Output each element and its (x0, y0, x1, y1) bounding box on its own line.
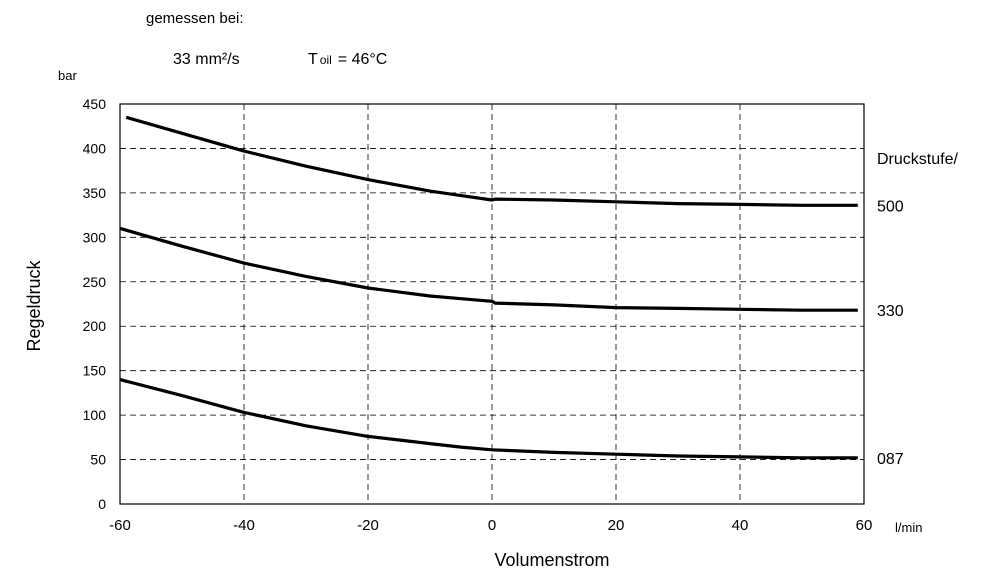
y-tick-label: 50 (90, 452, 106, 468)
x-tick-label: 20 (608, 517, 625, 534)
ticks: -60 -40 -20 0 20 40 60 0 50 100 150 200 250 300 350 400… (83, 96, 873, 534)
x-tick-label: -60 (109, 517, 131, 534)
temperature-symbol: T (308, 51, 318, 68)
x-tick-label: 60 (856, 517, 873, 534)
y-tick-label: 0 (98, 496, 106, 512)
series-line-500 (125, 115, 858, 207)
series-line-330 (119, 226, 858, 312)
series-line-087 (119, 378, 858, 460)
y-tick-label: 300 (83, 229, 107, 245)
legend-title: Druckstufe/ (877, 151, 958, 168)
y-tick-label: 250 (83, 274, 107, 290)
y-tick-label: 450 (83, 96, 107, 112)
y-tick-label: 400 (83, 140, 107, 156)
x-tick-label: -40 (233, 517, 255, 534)
temperature-subscript: oil (320, 53, 332, 67)
y-unit-label: bar (58, 68, 77, 83)
y-tick-label: 200 (83, 318, 107, 334)
plot-frame (119, 103, 865, 505)
temperature-value: = 46°C (338, 51, 388, 68)
x-tick-label: 40 (732, 517, 749, 534)
series-label-500: 500 (877, 198, 904, 215)
x-axis-title: Volumenstrom (494, 550, 609, 570)
y-tick-label: 100 (83, 407, 107, 423)
grid (120, 104, 864, 504)
y-axis-title: Regeldruck (24, 259, 44, 351)
y-tick-label: 150 (83, 363, 107, 379)
x-tick-label: 0 (488, 517, 496, 534)
series-labels: 500 330 087 (877, 198, 904, 467)
measured-at-label: gemessen bei: (146, 10, 244, 27)
x-tick-label: -20 (357, 517, 379, 534)
viscosity-label: 33 mm²/s (173, 51, 240, 68)
series-lines (119, 115, 858, 460)
series-label-330: 330 (877, 303, 904, 320)
series-label-087: 087 (877, 451, 904, 468)
x-unit-label: l/min (895, 520, 922, 535)
y-tick-label: 350 (83, 185, 107, 201)
